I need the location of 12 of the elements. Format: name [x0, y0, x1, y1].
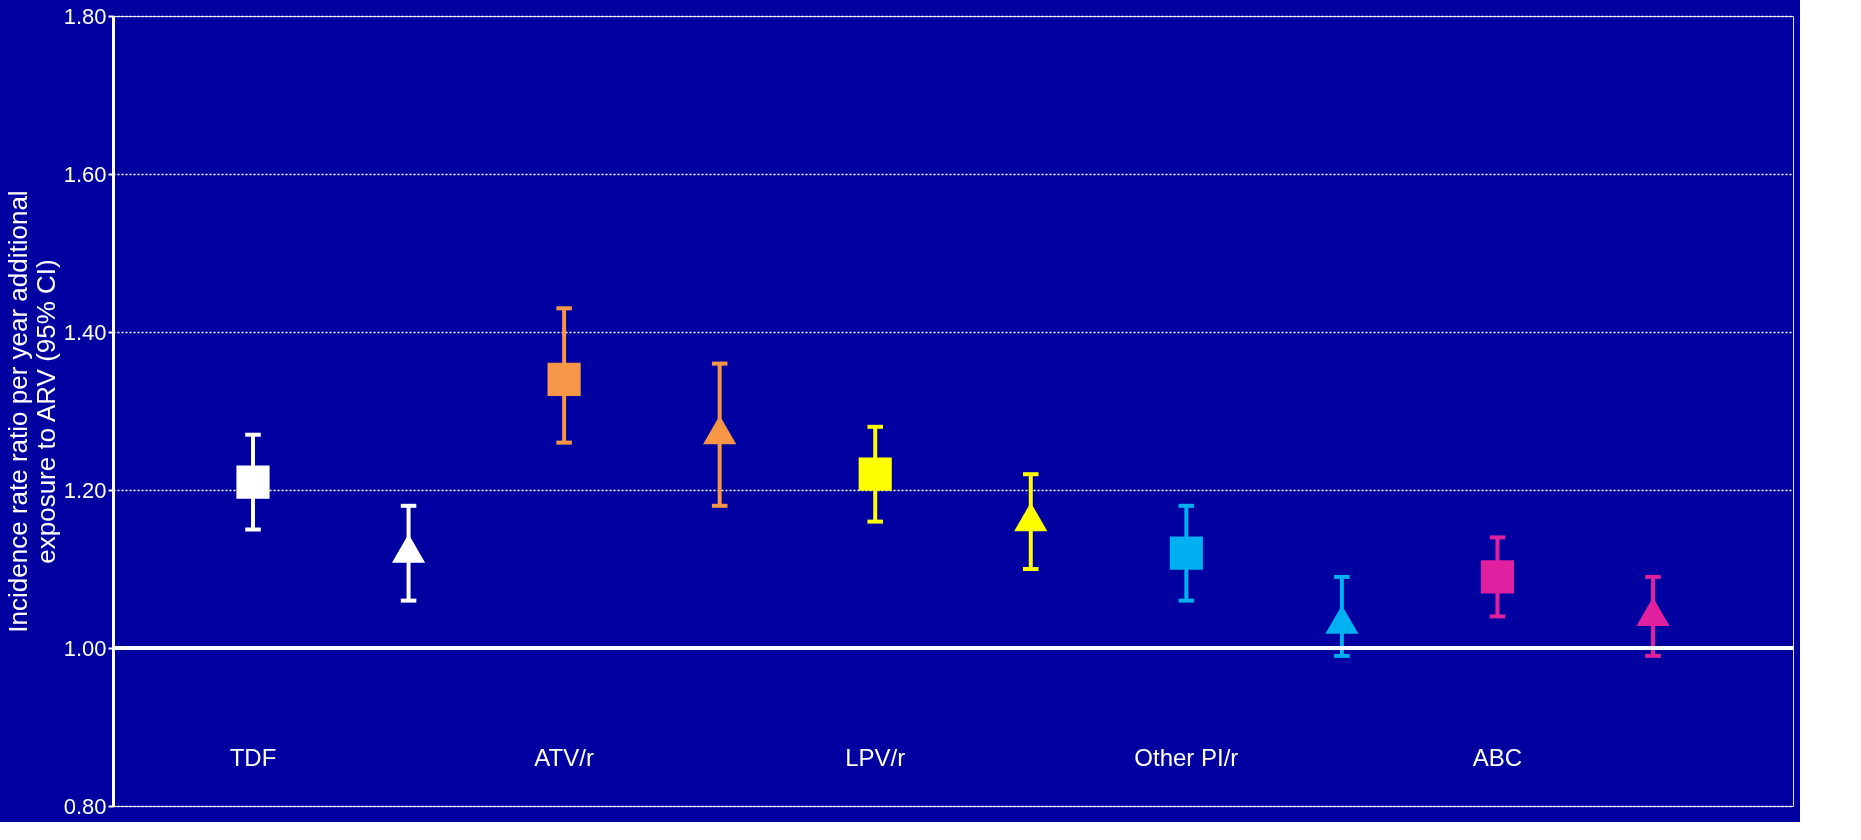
y-tick-label: 1.40 — [63, 319, 107, 345]
y-tick-label: 1.20 — [63, 477, 107, 503]
x-tick-label: TDF — [229, 743, 277, 771]
x-tick-label: LPV/r — [845, 743, 906, 771]
y-tick-label: 0.80 — [63, 793, 107, 819]
x-tick-label: ATV/r — [534, 743, 594, 771]
y-tick-label: 1.80 — [63, 3, 107, 29]
x-tick-label: ABC — [1472, 743, 1523, 771]
x-tick-label: Other PI/r — [1134, 743, 1239, 771]
y-axis-title: Incidence rate ratio per year additional exposure to ARV (95% CI) — [2, 190, 61, 633]
y-tick-label: 1.00 — [63, 635, 107, 661]
y-tick-label: 1.60 — [63, 161, 107, 187]
